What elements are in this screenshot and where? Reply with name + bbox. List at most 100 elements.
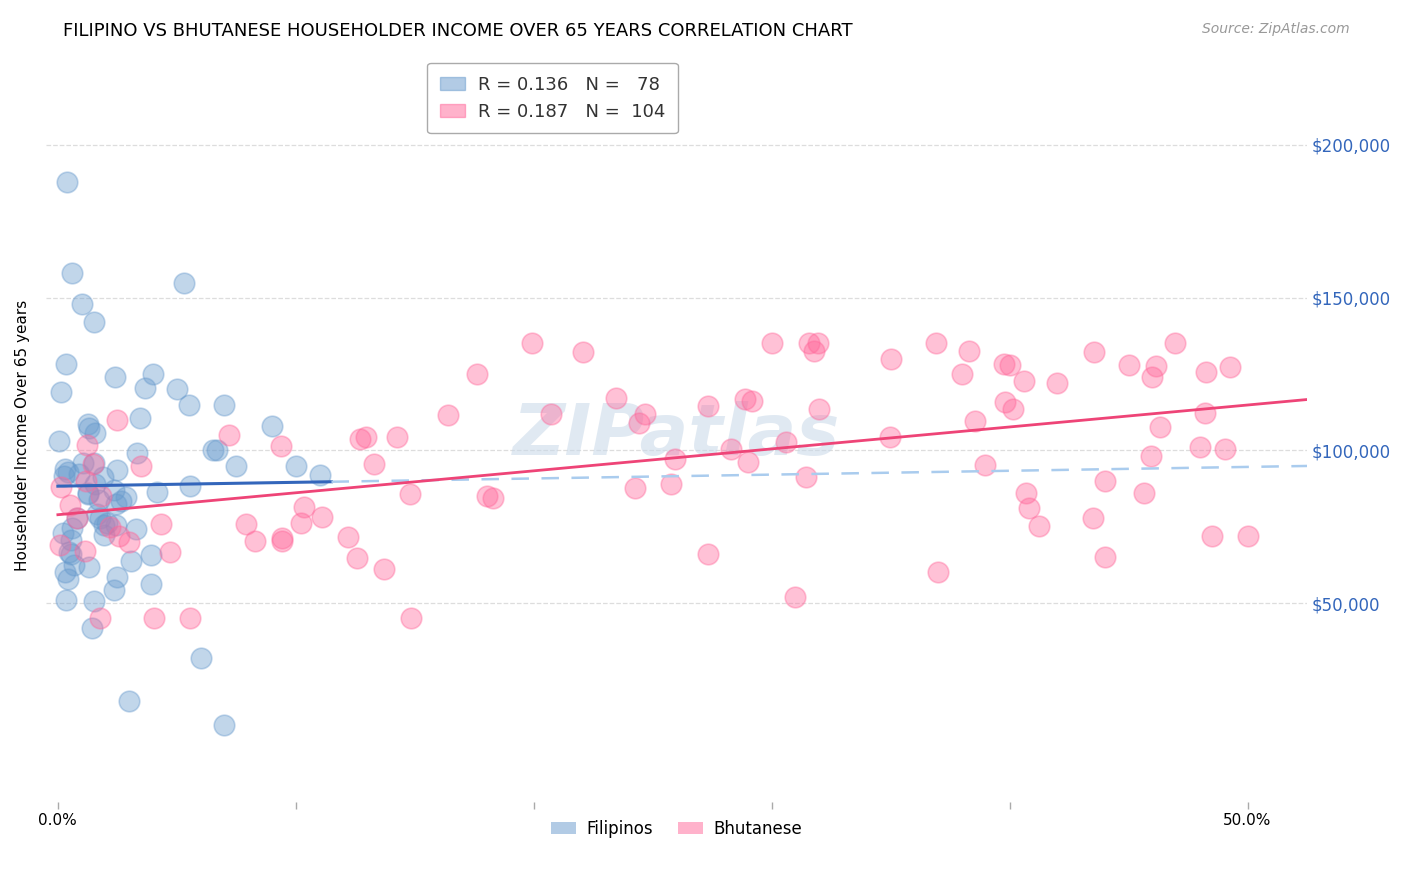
- Point: [664, 451, 686, 466]
- Point: [63, 558, 86, 573]
- Point: [1149, 420, 1171, 434]
- Point: [337, 530, 360, 544]
- Point: [110, 493, 132, 508]
- Point: [214, 718, 236, 732]
- Point: [807, 336, 830, 351]
- Point: [55, 593, 77, 607]
- Point: [963, 413, 986, 427]
- Point: [477, 489, 499, 503]
- Point: [60, 266, 83, 280]
- Point: [720, 442, 742, 457]
- Point: [56, 465, 79, 479]
- Point: [734, 392, 756, 406]
- Point: [993, 357, 1015, 371]
- Point: [399, 486, 422, 500]
- Point: [284, 458, 307, 473]
- Point: [803, 344, 825, 359]
- Point: [103, 483, 125, 498]
- Point: [75, 474, 97, 488]
- Point: [105, 463, 128, 477]
- Point: [741, 393, 763, 408]
- Point: [86, 507, 108, 521]
- Point: [385, 430, 408, 444]
- Point: [114, 490, 136, 504]
- Point: [98, 519, 121, 533]
- Point: [70, 296, 93, 310]
- Point: [218, 428, 240, 442]
- Point: [354, 430, 377, 444]
- Point: [48, 434, 70, 449]
- Point: [605, 391, 627, 405]
- Point: [118, 694, 141, 708]
- Point: [139, 548, 162, 562]
- Point: [103, 582, 125, 597]
- Legend: Filipinos, Bhutanese: Filipinos, Bhutanese: [544, 814, 808, 845]
- Point: [59, 547, 82, 561]
- Point: [1046, 376, 1069, 391]
- Point: [76, 438, 98, 452]
- Point: [125, 445, 148, 459]
- Point: [146, 485, 169, 500]
- Point: [775, 435, 797, 450]
- Point: [522, 336, 544, 351]
- Point: [808, 402, 831, 417]
- Point: [1094, 550, 1116, 565]
- Point: [1118, 358, 1140, 372]
- Point: [925, 336, 948, 351]
- Point: [53, 461, 76, 475]
- Point: [572, 345, 595, 359]
- Point: [118, 535, 141, 549]
- Point: [66, 511, 89, 525]
- Point: [84, 476, 107, 491]
- Point: [53, 469, 76, 483]
- Point: [373, 562, 395, 576]
- Point: [93, 518, 115, 533]
- Point: [49, 537, 72, 551]
- Point: [994, 394, 1017, 409]
- Point: [56, 175, 79, 189]
- Point: [179, 479, 201, 493]
- Point: [177, 397, 200, 411]
- Point: [225, 458, 247, 473]
- Point: [292, 500, 315, 514]
- Point: [290, 516, 312, 531]
- Point: [105, 413, 128, 427]
- Point: [72, 456, 94, 470]
- Point: [1215, 442, 1237, 457]
- Point: [52, 526, 75, 541]
- Point: [82, 457, 104, 471]
- Point: [51, 385, 73, 400]
- Point: [55, 357, 77, 371]
- Point: [107, 529, 129, 543]
- Point: [105, 518, 128, 533]
- Point: [879, 430, 901, 444]
- Text: Source: ZipAtlas.com: Source: ZipAtlas.com: [1202, 22, 1350, 37]
- Point: [235, 517, 257, 532]
- Point: [794, 470, 817, 484]
- Point: [77, 560, 100, 574]
- Point: [77, 421, 100, 435]
- Point: [104, 370, 127, 384]
- Point: [1142, 370, 1164, 384]
- Point: [60, 520, 83, 534]
- Point: [1018, 501, 1040, 516]
- Point: [89, 611, 111, 625]
- Point: [346, 551, 368, 566]
- Point: [1189, 440, 1212, 454]
- Point: [260, 418, 283, 433]
- Point: [308, 467, 330, 482]
- Point: [77, 485, 100, 500]
- Point: [627, 416, 650, 430]
- Point: [134, 381, 156, 395]
- Point: [59, 498, 82, 512]
- Point: [1015, 486, 1038, 500]
- Point: [53, 565, 76, 579]
- Point: [271, 531, 294, 545]
- Point: [159, 544, 181, 558]
- Point: [879, 351, 901, 366]
- Point: [77, 417, 100, 431]
- Point: [142, 611, 165, 625]
- Point: [179, 611, 201, 625]
- Point: [1194, 406, 1216, 420]
- Point: [83, 593, 105, 607]
